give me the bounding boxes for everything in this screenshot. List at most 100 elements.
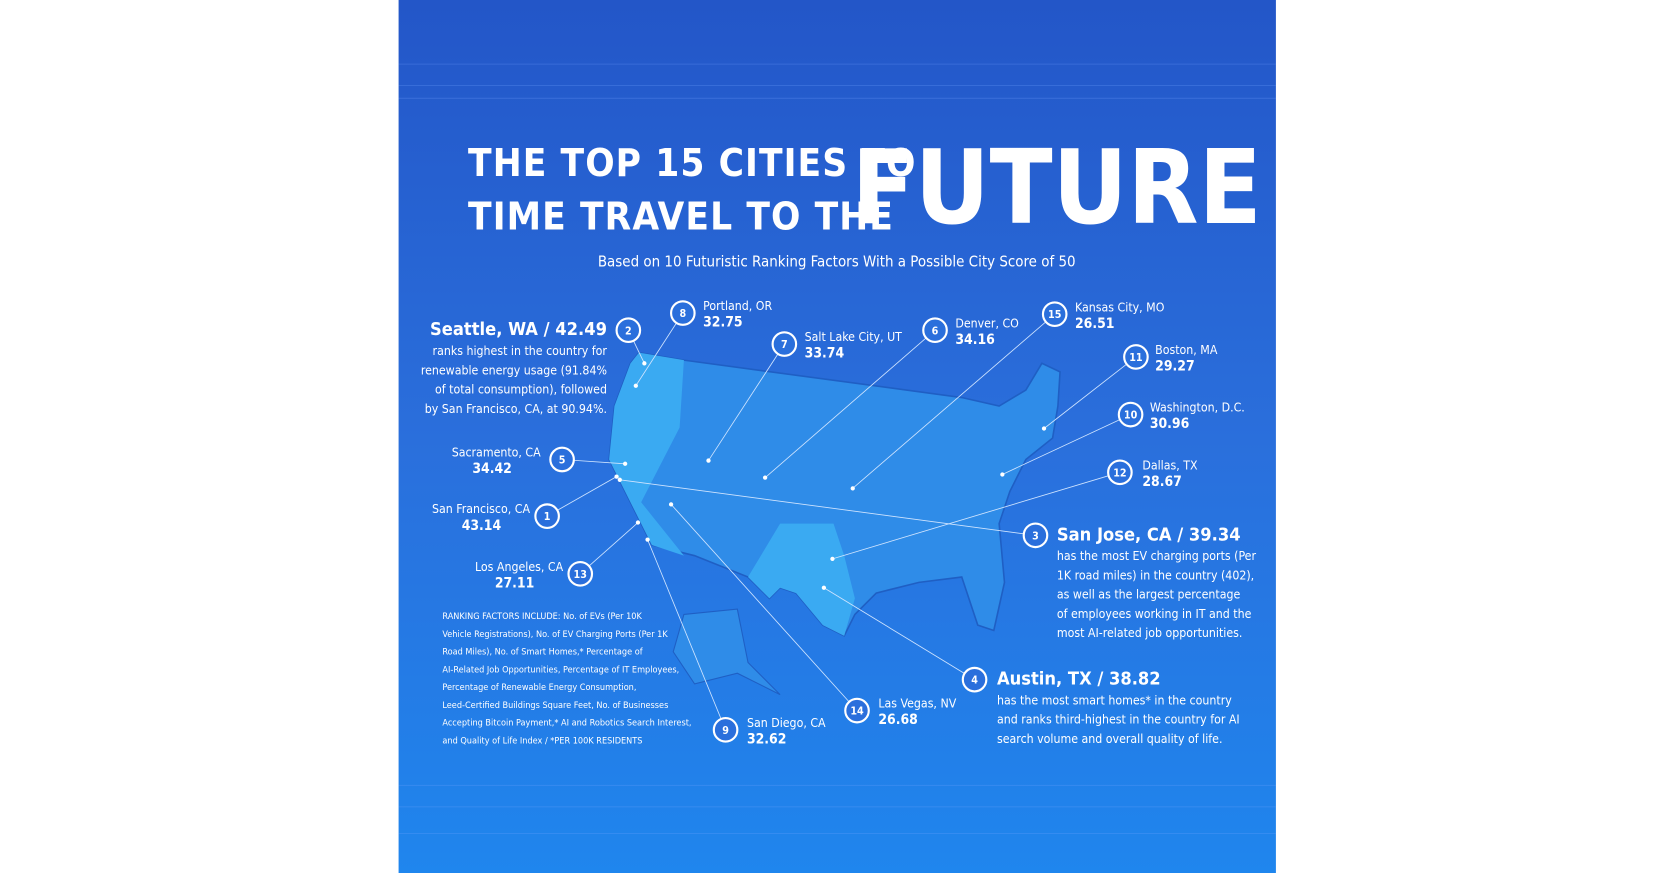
rank-badge xyxy=(1123,344,1149,370)
rank-number: 11 xyxy=(1129,351,1143,364)
city-name: San Diego, CA xyxy=(747,716,826,730)
city-heading: San Jose, CA / 39.34 xyxy=(1057,524,1241,545)
connector xyxy=(670,504,858,711)
city-score: 32.62 xyxy=(747,731,786,747)
city-dot xyxy=(617,477,622,482)
connector xyxy=(708,343,785,461)
connector xyxy=(1043,356,1137,429)
city-dot xyxy=(762,475,768,480)
city-score: 34.42 xyxy=(472,461,511,477)
rank-number: 6 xyxy=(932,324,939,337)
city-name: Sacramento, CA xyxy=(452,446,541,460)
ranking-factors: RANKING FACTORS INCLUDE: No. of EVs (Per… xyxy=(442,612,642,622)
city-name: Kansas City, MO xyxy=(1075,300,1165,314)
city-name: Las Vegas, NV xyxy=(878,697,956,711)
rank-badge xyxy=(549,446,575,473)
connector xyxy=(619,479,1036,536)
ranking-factors: Percentage of Renewable Energy Consumpti… xyxy=(442,683,636,693)
connector xyxy=(647,539,726,731)
city-description: search volume and overall quality of lif… xyxy=(997,732,1222,746)
city-score: 32.75 xyxy=(703,315,742,331)
city-description: has the most smart homes* in the country xyxy=(997,694,1232,708)
rank-number: 5 xyxy=(559,454,566,467)
city-name: Washington, D.C. xyxy=(1150,401,1245,415)
city-name: Denver, CO xyxy=(955,316,1019,330)
grid-decoration xyxy=(398,63,1276,835)
city-dot xyxy=(633,383,638,388)
city-heading: Austin, TX / 38.82 xyxy=(997,669,1161,690)
city-description: of employees working in IT and the xyxy=(1057,607,1252,621)
rank-number: 12 xyxy=(1113,466,1126,479)
connector xyxy=(832,471,1121,560)
texas xyxy=(748,523,855,636)
rank-number: 2 xyxy=(625,324,632,337)
rank-number: 15 xyxy=(1048,308,1062,321)
city-description: of total consumption), followed xyxy=(435,383,607,397)
title-highlight: FUTURE xyxy=(852,129,1262,248)
city-dot xyxy=(668,502,674,507)
connector xyxy=(764,329,936,478)
rank-number: 3 xyxy=(1032,529,1039,542)
city-description: by San Francisco, CA, at 90.94%. xyxy=(425,402,607,416)
ranking-factors: AI-Related Job Opportunities, Percentage… xyxy=(442,665,679,675)
city-score: 29.27 xyxy=(1155,359,1194,375)
rank-number: 13 xyxy=(574,568,587,581)
city-score: 30.96 xyxy=(1150,416,1190,432)
rank-number: 10 xyxy=(1124,409,1138,422)
connector xyxy=(823,587,975,680)
city-score: 34.16 xyxy=(955,332,995,348)
ranking-factors: Leed-Certified Buildings Square Feet, No… xyxy=(442,701,668,711)
rank-number: 9 xyxy=(722,724,729,737)
rank-badge xyxy=(567,561,594,587)
rank-badge xyxy=(922,317,948,344)
title-line: TIME TRAVEL TO THE xyxy=(468,195,894,240)
rank-number: 7 xyxy=(781,338,788,351)
canvas: THE TOP 15 CITIES TO TIME TRAVEL TO THE … xyxy=(398,0,1276,877)
title-line: THE TOP 15 CITIES TO xyxy=(468,141,916,186)
rank-badge xyxy=(1117,401,1144,428)
city-description: and ranks third-highest in the country f… xyxy=(997,713,1240,727)
city-score: 26.68 xyxy=(878,712,917,728)
rank-badge xyxy=(844,697,870,724)
rank-badge xyxy=(670,300,696,326)
city-score: 28.67 xyxy=(1142,474,1181,490)
alaska xyxy=(672,608,781,696)
rank-number: 4 xyxy=(971,674,978,687)
city-description: renewable energy usage (91.84% xyxy=(421,363,607,377)
connector xyxy=(546,476,617,517)
city-score: 43.14 xyxy=(462,518,502,534)
rank-number: 14 xyxy=(850,705,864,718)
city-dot xyxy=(850,486,855,491)
city-dot xyxy=(706,458,711,463)
city-score: 33.74 xyxy=(805,346,845,362)
rank-number: 1 xyxy=(544,510,551,523)
city-description: has the most EV charging ports (Per xyxy=(1057,549,1257,563)
city-name: Los Angeles, CA xyxy=(475,560,564,574)
city-dot xyxy=(635,520,641,525)
city-dot xyxy=(821,585,827,590)
connector xyxy=(1002,414,1131,475)
rank-number: 8 xyxy=(679,307,686,320)
city-name: Dallas, TX xyxy=(1142,458,1198,472)
west-coast xyxy=(609,352,684,556)
city-name: Boston, MA xyxy=(1155,343,1218,357)
rank-badge xyxy=(961,666,988,693)
rank-badge xyxy=(534,503,560,529)
rank-badge xyxy=(771,331,798,357)
city-name: Salt Lake City, UT xyxy=(805,330,903,344)
city-dot xyxy=(1041,426,1047,431)
city-name: Portland, OR xyxy=(703,299,772,313)
city-description: as well as the largest percentage xyxy=(1057,588,1241,602)
city-dot xyxy=(614,474,619,479)
city-description: most AI-related job opportunities. xyxy=(1057,626,1243,640)
rank-badge xyxy=(1022,522,1049,549)
city-description: ranks highest in the country for xyxy=(433,344,608,358)
city-score: 26.51 xyxy=(1075,316,1114,332)
city-dot xyxy=(642,361,647,366)
city-dot xyxy=(1000,472,1005,477)
city-score: 27.11 xyxy=(495,575,534,591)
city-heading: Seattle, WA / 42.49 xyxy=(430,319,607,340)
city-description: 1K road miles) in the country (402), xyxy=(1057,568,1254,582)
us-map xyxy=(608,351,1061,696)
